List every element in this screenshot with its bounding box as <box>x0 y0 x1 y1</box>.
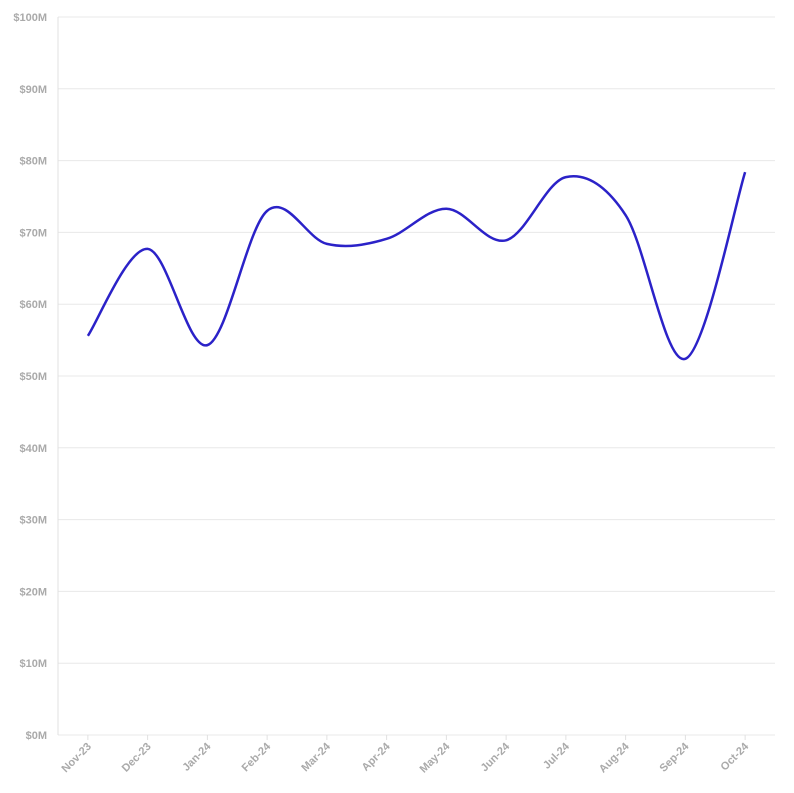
y-tick-label: $20M <box>19 586 47 598</box>
y-tick-label: $80M <box>19 156 47 168</box>
x-tick-label: Aug-24 <box>597 740 632 775</box>
x-tick-label: Mar-24 <box>299 740 333 774</box>
x-tick-label: Sep-24 <box>657 740 692 775</box>
y-tick-label: $30M <box>19 515 47 527</box>
y-tick-label: $100M <box>13 12 47 24</box>
y-tick-label: $60M <box>19 299 47 311</box>
x-tick-label: Jan-24 <box>180 740 214 774</box>
x-tick-label: Oct-24 <box>719 740 752 773</box>
y-tick-label: $40M <box>19 443 47 455</box>
x-tick-label: May-24 <box>418 740 453 775</box>
x-tick-label: Nov-23 <box>60 741 94 775</box>
y-tick-label: $0M <box>26 730 47 742</box>
y-tick-label: $70M <box>19 227 47 239</box>
x-tick-label: Feb-24 <box>240 740 274 774</box>
x-tick-label: Dec-23 <box>120 741 154 775</box>
y-tick-label: $50M <box>19 371 47 383</box>
line-series <box>86 171 747 361</box>
x-tick-label: Jun-24 <box>479 740 513 774</box>
x-tick-label: Jul-24 <box>541 740 573 772</box>
x-tick-label: Apr-24 <box>360 740 394 774</box>
y-tick-label: $10M <box>19 658 47 670</box>
y-tick-label: $90M <box>19 84 47 96</box>
